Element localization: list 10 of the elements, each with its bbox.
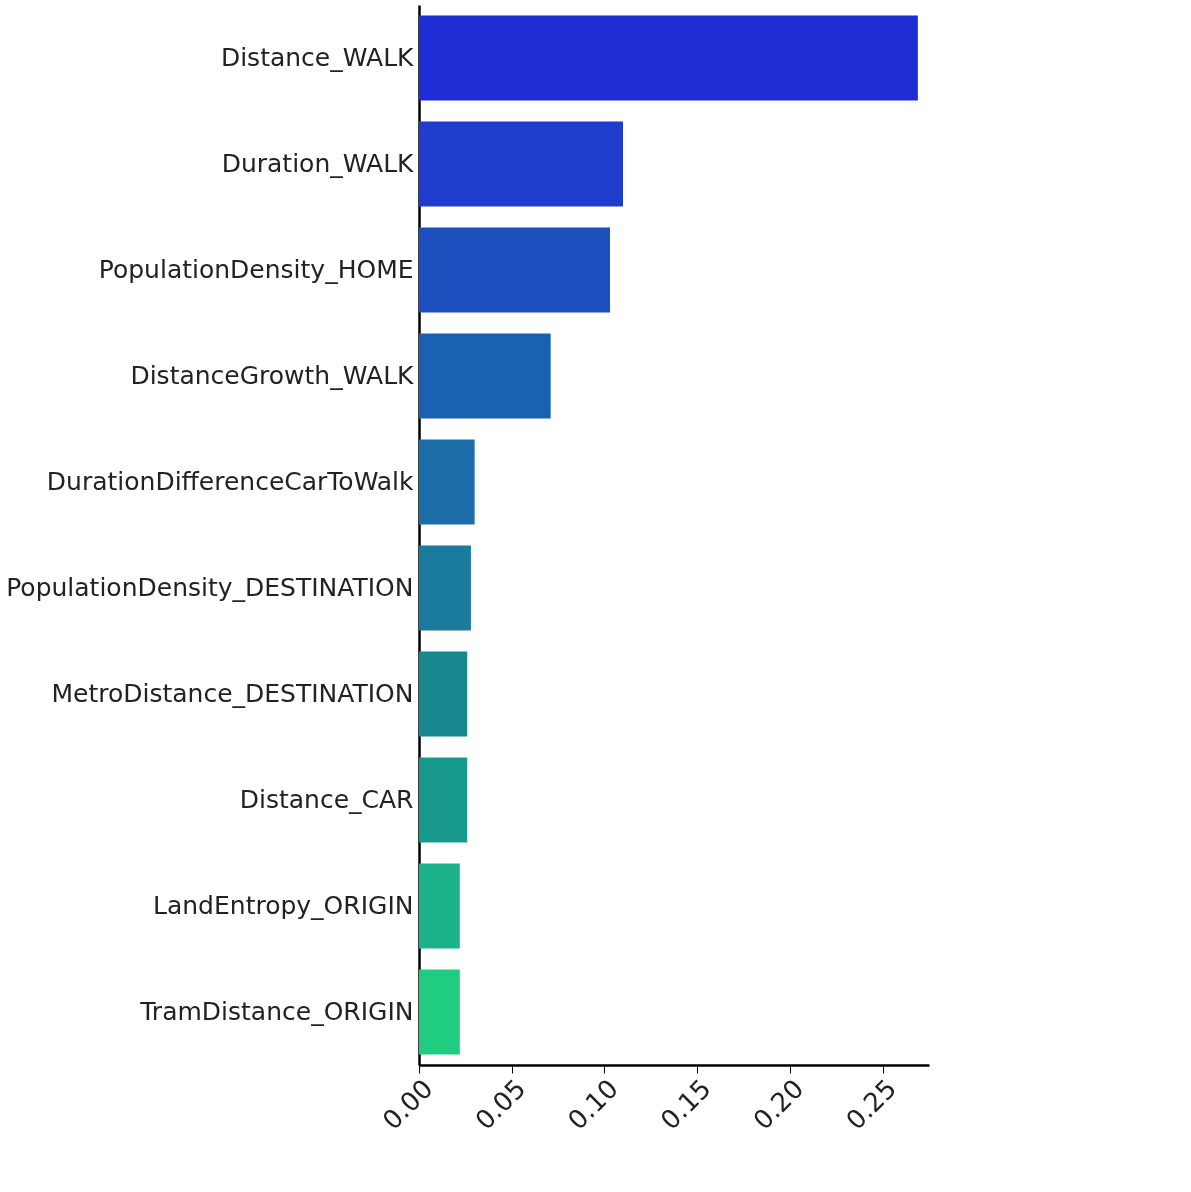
y-tick-label: DurationDifferenceCarToWalk (46, 467, 415, 496)
y-tick-label: DistanceGrowth_WALK (130, 361, 415, 390)
y-tick-label: Duration_WALK (221, 149, 415, 178)
y-tick-label: LandEntropy_ORIGIN (153, 891, 414, 920)
y-tick-label: TramDistance_ORIGIN (139, 997, 414, 1026)
y-tick-label: Distance_WALK (220, 43, 415, 72)
y-tick-label: Distance_CAR (239, 785, 414, 814)
y-tick-label: MetroDistance_DESTINATION (51, 679, 414, 708)
y-tick-label: PopulationDensity_HOME (98, 255, 414, 284)
y-tick-label: PopulationDensity_DESTINATION (6, 573, 414, 602)
